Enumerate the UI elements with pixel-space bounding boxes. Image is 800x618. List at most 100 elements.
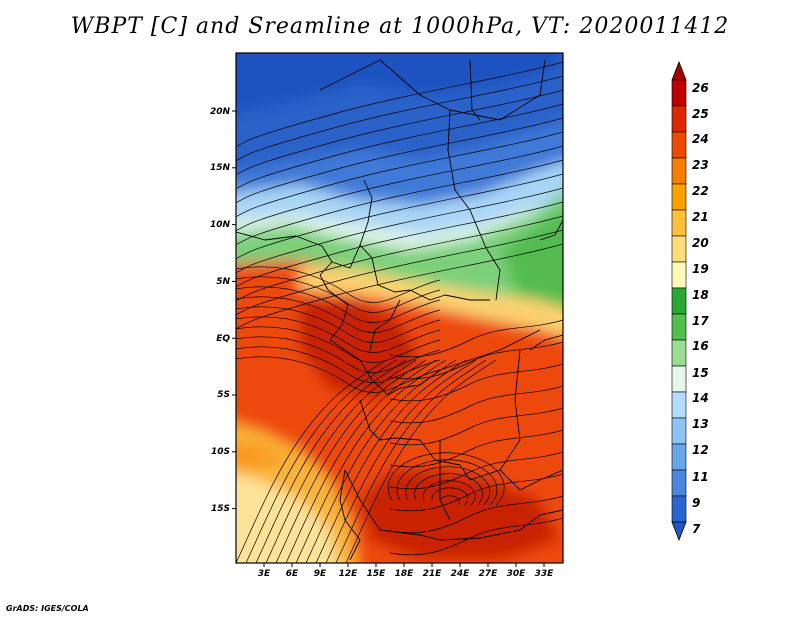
lat-label: 15S (211, 504, 230, 514)
streamline (236, 89, 563, 176)
lat-label: 20N (210, 107, 231, 117)
colorbar-label: 18 (692, 288, 709, 302)
colorbar-band (671, 209, 687, 237)
streamline (236, 145, 563, 232)
streamline (236, 201, 563, 288)
streamline (389, 473, 563, 512)
lon-label: 3E (258, 569, 271, 579)
colorbar-band (671, 79, 687, 107)
colorbar-band (671, 131, 687, 159)
streamline (236, 276, 441, 313)
colorbar-label: 16 (692, 339, 709, 353)
streamline (295, 359, 447, 563)
lon-label: 21E (423, 569, 443, 579)
colorbar-label: 7 (692, 522, 701, 536)
country-borders (236, 59, 563, 561)
lat-label: 15N (210, 163, 231, 173)
colorbar-over-triangle (671, 60, 687, 81)
colorbar-band (671, 339, 687, 367)
streamline (387, 452, 505, 506)
streamline (236, 286, 441, 323)
streamline (236, 61, 563, 148)
streamline (389, 385, 563, 424)
streamline (431, 487, 469, 506)
streamline (389, 517, 563, 556)
streamline (389, 495, 563, 534)
streamline (245, 359, 397, 563)
axis-ticks (232, 110, 545, 567)
colorbar-label: 11 (692, 470, 709, 484)
streamline (236, 326, 441, 363)
lat-label: 10N (210, 220, 231, 230)
colorbar-label: 15 (692, 366, 709, 380)
streamline (236, 359, 387, 563)
streamline (389, 363, 563, 402)
lat-label: 10S (211, 447, 230, 457)
streamline (236, 306, 441, 343)
streamline (389, 429, 563, 468)
streamline (396, 459, 498, 506)
colorbar-label: 20 (692, 236, 709, 250)
streamline (236, 173, 563, 260)
colorbar-label: 24 (692, 132, 709, 146)
colorbar-label: 13 (692, 417, 709, 431)
colorbar-band (671, 183, 687, 211)
streamline (236, 103, 563, 190)
streamline (236, 215, 563, 302)
streamline (236, 117, 563, 204)
streamline (389, 341, 563, 380)
colorbar-band (671, 417, 687, 445)
colorbar (671, 60, 687, 542)
colorbar-label: 19 (692, 262, 709, 276)
streamline (389, 451, 563, 490)
streamline (236, 159, 563, 246)
streamline (236, 336, 441, 373)
streamline (315, 359, 467, 563)
lon-label: 9E (314, 569, 327, 579)
streamline (335, 359, 487, 563)
lon-label: 15E (367, 569, 387, 579)
map-panel (236, 53, 563, 563)
colorbar-band (671, 391, 687, 419)
colorbar-label: 14 (692, 391, 709, 405)
streamline (236, 316, 441, 353)
lat-label: 5N (216, 277, 230, 287)
latitude-labels: 20N 15N 10N 5N EQ 5S 10S 15S (210, 107, 231, 514)
colorbar-label: 12 (692, 443, 709, 457)
longitude-labels: 3E 6E 9E 12E 15E 18E 21E 24E 27E 30E 33E (258, 569, 554, 579)
colorbar-label: 22 (692, 184, 709, 198)
lon-label: 30E (507, 569, 527, 579)
lon-label: 27E (479, 569, 499, 579)
colorbar-band (671, 261, 687, 289)
streamline (285, 359, 437, 563)
colorbar-band (671, 365, 687, 393)
streamline (325, 359, 477, 563)
streamline (345, 359, 497, 563)
lon-label: 33E (535, 569, 555, 579)
lon-label: 6E (286, 569, 299, 579)
streamline (389, 319, 563, 358)
colorbar-under-triangle (671, 521, 687, 542)
colorbar-label: 17 (692, 314, 709, 328)
streamline (389, 407, 563, 446)
wbpt-field (236, 53, 563, 563)
streamline (405, 466, 491, 506)
map-frame (235, 52, 564, 564)
lat-label: EQ (216, 334, 230, 344)
lon-label: 18E (395, 569, 415, 579)
lon-label: 24E (451, 569, 471, 579)
colorbar-band (671, 105, 687, 133)
streamline (255, 359, 407, 563)
streamline (422, 480, 476, 506)
lat-label: 5S (217, 390, 230, 400)
streamline (236, 356, 441, 393)
colorbar-band (671, 313, 687, 341)
colorbar-band (671, 469, 687, 497)
colorbar-label: 25 (692, 107, 709, 121)
streamline (236, 296, 441, 333)
colorbar-label: 9 (692, 496, 700, 510)
colorbar-label: 26 (692, 81, 709, 95)
credit-text: GrADS: IGES/COLA (6, 604, 89, 613)
colorbar-label: 23 (692, 158, 709, 172)
